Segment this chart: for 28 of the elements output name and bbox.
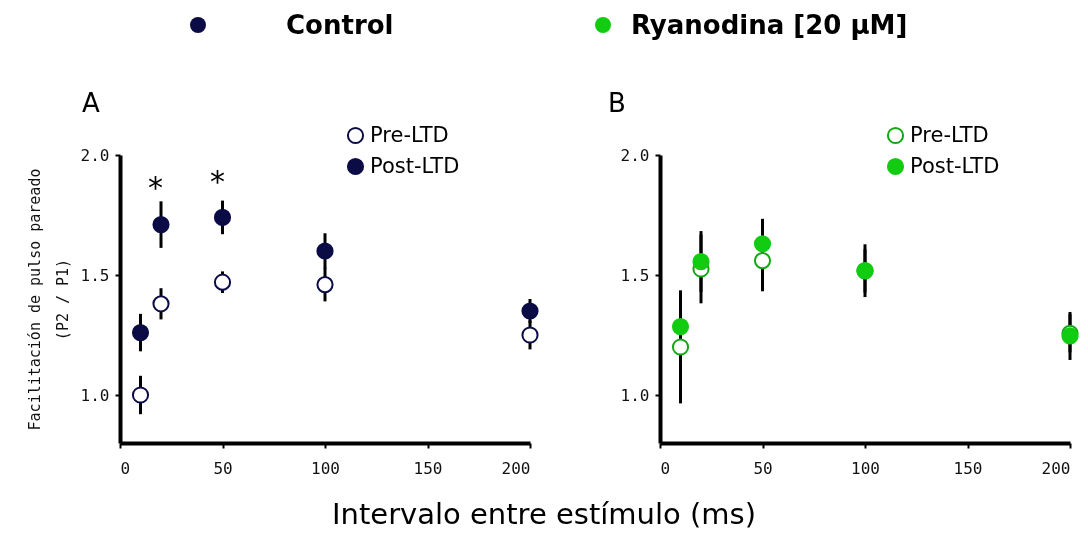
x-tick-label: 100 (851, 458, 880, 478)
legend-label: Pre-LTD (910, 122, 989, 147)
chart-title: Control (286, 10, 394, 40)
y-tick-label: 1.0 (620, 385, 650, 405)
y-tick-label: 2.0 (620, 145, 650, 165)
legend-label: Post-LTD (370, 153, 460, 178)
x-tick-label: 150 (953, 458, 983, 478)
annotation: * (148, 170, 163, 205)
y-tick-label: 1.5 (620, 265, 650, 285)
x-axis-title: Intervalo entre estímulo (ms) (331, 497, 757, 531)
legend-label: Post-LTD (910, 153, 1000, 178)
x-tick-label: 50 (753, 458, 773, 478)
x-tick-label: 100 (311, 458, 340, 478)
y-tick-label: 1.5 (80, 265, 110, 285)
x-tick-label: 0 (660, 458, 671, 478)
annotation: * (210, 164, 225, 199)
y-tick-label: 1.0 (80, 385, 110, 405)
y-axis-title: Facilitación de pulso pareado (P2 / P1) (25, 168, 72, 431)
y-tick-label: 2.0 (80, 145, 110, 165)
x-tick-label: 0 (120, 458, 131, 478)
x-tick-label: 200 (501, 458, 531, 478)
text: A (82, 88, 100, 118)
text: B (608, 88, 626, 118)
chart-title: Ryanodina [20 µM] (631, 10, 908, 40)
x-tick-label: 200 (1041, 458, 1071, 478)
x-tick-label: 150 (413, 458, 443, 478)
legend-label: Pre-LTD (370, 122, 449, 147)
x-tick-label: 50 (213, 458, 233, 478)
